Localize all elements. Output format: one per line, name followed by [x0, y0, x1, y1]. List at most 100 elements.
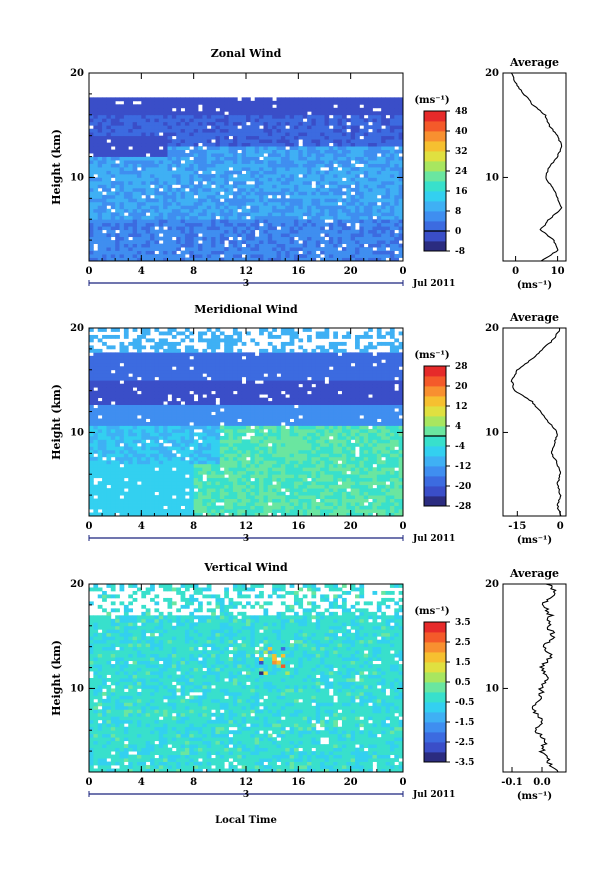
heatmap-cell — [372, 219, 378, 224]
heatmap-cell — [154, 132, 160, 137]
heatmap-cell — [350, 491, 356, 496]
heatmap-cell — [171, 240, 177, 244]
heatmap-cell — [337, 142, 343, 147]
heatmap-cell — [398, 139, 404, 144]
heatmap-cell — [355, 146, 360, 150]
heatmap-cell — [241, 163, 247, 168]
heatmap-cell — [106, 502, 112, 506]
heatmap-cell — [110, 435, 116, 440]
heatmap-cell — [202, 100, 208, 105]
heatmap-cell — [154, 215, 160, 220]
heatmap-cell — [324, 121, 330, 126]
heatmap-cell — [158, 477, 164, 482]
heatmap-cell — [272, 111, 277, 116]
heatmap-cell — [350, 498, 356, 503]
heatmap-cell — [259, 208, 264, 213]
heatmap-cell — [180, 212, 186, 217]
heatmap-cell — [198, 460, 203, 465]
heatmap-cell — [280, 156, 286, 161]
heatmap-cell — [341, 153, 347, 157]
heatmap-cell — [398, 439, 404, 444]
heatmap-cell — [202, 125, 208, 130]
heatmap-cell — [215, 442, 221, 447]
heatmap-cell — [176, 498, 181, 503]
heatmap-cell — [285, 118, 291, 123]
heatmap-cell — [145, 215, 151, 220]
heatmap-cell — [110, 442, 116, 447]
colorbar-frame — [423, 110, 447, 252]
heatmap-cell — [206, 456, 212, 461]
heatmap-cell — [102, 474, 107, 479]
heatmap-cell — [176, 180, 181, 185]
heatmap-cell — [337, 132, 343, 137]
heatmap-cell — [385, 474, 391, 479]
heatmap-cell — [376, 111, 382, 116]
heatmap-cell — [136, 470, 142, 475]
heatmap-cell — [176, 474, 181, 479]
heatmap-cell — [376, 467, 382, 472]
heatmap-cell — [206, 236, 212, 241]
heatmap-cell — [285, 187, 291, 192]
heatmap-cell — [259, 257, 264, 262]
heatmap-cell — [132, 132, 138, 137]
heatmap-cell — [246, 470, 251, 475]
heatmap-cell — [285, 495, 291, 499]
heatmap-cell — [158, 201, 164, 206]
heatmap-cell — [298, 128, 304, 133]
heatmap-cell — [215, 111, 221, 116]
heatmap-cell — [110, 491, 116, 496]
heatmap-cell — [293, 142, 299, 147]
heatmap-cell — [341, 149, 347, 154]
heatmap-cell — [350, 460, 356, 465]
heatmap-cell — [346, 215, 352, 220]
heatmap-cell — [293, 470, 299, 475]
heatmap-cell — [350, 467, 356, 472]
heatmap-cell — [93, 229, 99, 234]
heatmap-cell — [97, 142, 103, 147]
heatmap-cell — [341, 114, 347, 119]
heatmap-cell — [123, 153, 129, 157]
heatmap-cell — [150, 233, 155, 238]
heatmap-cell — [389, 474, 395, 479]
heatmap-cell — [224, 449, 229, 454]
heatmap-cell — [89, 226, 94, 231]
heatmap-cell — [150, 198, 155, 203]
heatmap-cell — [193, 474, 199, 479]
heatmap-cell — [246, 477, 251, 482]
heatmap-cell — [346, 219, 352, 224]
heatmap-cell — [237, 233, 243, 238]
heatmap-cell — [136, 187, 142, 192]
heatmap-cell — [381, 484, 386, 489]
heatmap-cell — [132, 481, 138, 486]
heatmap-cell — [167, 139, 173, 144]
heatmap-cell — [206, 104, 212, 109]
heatmap-cell — [311, 167, 317, 171]
heatmap-cell — [311, 191, 317, 196]
heatmap-cell — [298, 215, 304, 220]
heatmap-cell — [119, 205, 125, 210]
heatmap-cell — [232, 481, 238, 486]
heatmap-cell — [228, 243, 234, 248]
heatmap-cell — [202, 243, 208, 248]
heatmap-cell — [307, 509, 312, 513]
heatmap-cell — [385, 187, 391, 192]
heatmap-cell — [246, 254, 251, 258]
profile-y-tick-label: 10 — [485, 172, 499, 183]
heatmap-cell — [376, 463, 382, 468]
heatmap-cell — [141, 446, 147, 451]
heatmap-cell — [136, 104, 142, 109]
heatmap-cell — [176, 212, 181, 217]
heatmap-cell — [241, 153, 247, 157]
heatmap-cell — [211, 180, 216, 185]
heatmap-cell — [307, 205, 312, 210]
heatmap-cell — [219, 215, 225, 220]
heatmap-cell — [280, 505, 286, 510]
heatmap-cell — [97, 460, 103, 465]
heatmap-cell — [350, 121, 356, 126]
heatmap-cell — [324, 153, 330, 157]
heatmap-cell — [289, 153, 295, 157]
heatmap-cell — [232, 107, 238, 112]
heatmap-cell — [224, 149, 229, 154]
heatmap-cell — [246, 170, 251, 175]
heatmap-cell — [389, 107, 395, 112]
